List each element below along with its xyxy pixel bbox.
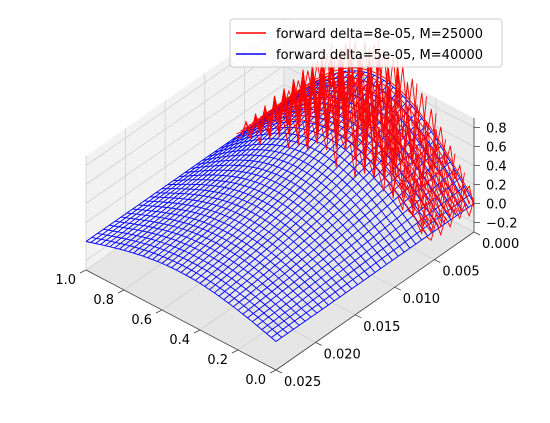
- axis-line-x: [85, 269, 277, 371]
- surface-line-x: [402, 152, 451, 210]
- tick-mark-x: [193, 329, 201, 334]
- tick-label-z: 0.8: [486, 122, 507, 137]
- tick-mark-y: [275, 369, 283, 374]
- surface-line-edge: [283, 41, 475, 208]
- surface-line-x: [407, 153, 456, 216]
- tick-mark-x: [117, 289, 125, 294]
- surface-line-x: [90, 99, 290, 243]
- tick-label-x: 0.6: [131, 313, 152, 328]
- surface-line-t: [283, 67, 475, 201]
- surface-line-x: [233, 131, 432, 308]
- tick-label-y: 0.010: [403, 292, 440, 307]
- surface-line-x: [388, 113, 437, 196]
- tick-label-z: 0.4: [486, 160, 507, 175]
- surface-line-x: [236, 95, 285, 139]
- surface-line-x: [157, 70, 356, 262]
- surface-line-x: [247, 153, 446, 319]
- legend-label-blue: forward delta=5e-05, M=40000: [276, 48, 483, 63]
- tick-label-z: 0.6: [486, 141, 507, 156]
- tick-mark-x: [269, 369, 277, 374]
- tick-mark-y: [315, 342, 322, 346]
- surface-line-x: [242, 145, 442, 315]
- surface-line-x: [271, 194, 470, 338]
- tick-label-z: −0.2: [486, 217, 518, 232]
- axis-line-y: [275, 231, 475, 371]
- surface-line-x: [195, 86, 394, 281]
- surface-line-x: [252, 161, 451, 323]
- surface-line-x: [411, 171, 461, 226]
- tick-label-y: 0.005: [442, 265, 479, 280]
- surface-line-x: [345, 71, 394, 160]
- surface-line-x: [416, 172, 465, 235]
- tick-mark-x: [79, 269, 87, 274]
- tick-label-x: 0.2: [207, 353, 228, 368]
- surface-line-x: [204, 95, 404, 287]
- tick-label-x: 0.4: [169, 333, 190, 348]
- surface-line-x: [392, 128, 442, 199]
- grid-line-y: [164, 100, 356, 316]
- tick-label-x: 0.0: [245, 373, 266, 388]
- surface-line-x: [369, 83, 418, 178]
- series-red-surface: [236, 32, 475, 241]
- tick-mark-x: [155, 309, 163, 314]
- legend-frame: [229, 18, 503, 68]
- surface-line-x: [218, 111, 418, 297]
- pane-floor: [86, 132, 474, 370]
- tick-label-y: 0.000: [482, 237, 519, 252]
- surface-line-x: [176, 74, 375, 271]
- tick-label-z: 0.2: [486, 179, 507, 194]
- surface-line-x: [237, 138, 437, 311]
- surface-line-x: [214, 105, 413, 294]
- tick-mark-x: [231, 349, 239, 354]
- surface-line-x: [421, 188, 470, 235]
- tick-mark-y: [473, 231, 481, 236]
- tick-label-y: 0.025: [284, 375, 321, 390]
- axes-edges: [85, 118, 475, 371]
- surface-line-x: [119, 80, 318, 250]
- tick-label-y: 0.020: [324, 347, 361, 362]
- surface-line-x: [383, 121, 432, 199]
- tick-mark-y: [394, 286, 401, 291]
- tick-label-z: 0.0: [486, 198, 507, 213]
- surface-line-x: [109, 86, 309, 248]
- tick-label-x: 0.8: [93, 293, 114, 308]
- series-blue-surface: [85, 70, 475, 342]
- tick-label-y: 0.015: [363, 320, 400, 335]
- surface-line-x: [426, 199, 475, 241]
- tick-mark-y: [355, 314, 362, 319]
- surface-line-x: [275, 203, 475, 342]
- legend-label-red: forward delta=8e-05, M=25000: [276, 27, 483, 42]
- surface-line-x: [166, 71, 366, 266]
- grid-line-y: [204, 73, 395, 288]
- surface-line-x: [397, 139, 446, 211]
- legend: forward delta=8e-05, M=25000 forward del…: [229, 18, 503, 68]
- surface-line-x: [223, 117, 423, 300]
- surface-line-x: [128, 76, 328, 253]
- surface-line-x: [378, 96, 427, 192]
- tick-label-x: 1.0: [55, 273, 76, 288]
- axis-ticks: 0.00.20.40.60.81.00.0000.0050.0100.0150.…: [55, 122, 519, 391]
- grid-line-y: [125, 128, 316, 343]
- tick-mark-y: [434, 259, 441, 263]
